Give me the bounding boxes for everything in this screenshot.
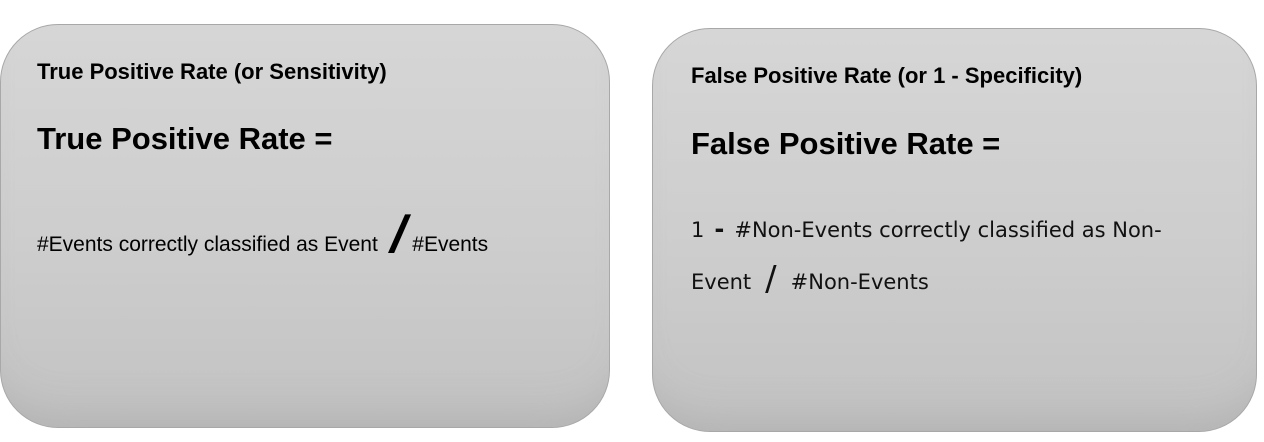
fpr-formula-line-2: Event / #Non-Events: [691, 259, 929, 299]
tpr-formula: #Events correctly classified as Event / …: [37, 206, 489, 264]
fpr-prefix: 1: [691, 218, 705, 242]
fpr-numerator-line-2: Event: [691, 270, 752, 294]
true-positive-rate-card: True Positive Rate (or Sensitivity) True…: [0, 24, 610, 428]
tpr-equation-label: True Positive Rate =: [37, 121, 333, 156]
tpr-numerator: #Events correctly classified as Event: [37, 233, 378, 256]
false-positive-rate-card: False Positive Rate (or 1 - Specificity)…: [652, 28, 1257, 432]
tpr-divider: /: [384, 206, 414, 264]
fpr-formula-line-1: 1- #Non-Events correctly classified as No…: [691, 215, 1162, 243]
fpr-divider: /: [765, 259, 777, 299]
fpr-equation-label: False Positive Rate =: [691, 126, 1001, 161]
tpr-denominator: #Events: [412, 233, 489, 256]
fpr-denominator: #Non-Events: [790, 270, 929, 294]
fpr-numerator-line-1: #Non-Events correctly classified as Non-: [734, 218, 1162, 242]
fpr-minus: -: [714, 215, 725, 243]
tpr-heading: True Positive Rate (or Sensitivity): [37, 59, 387, 84]
fpr-heading: False Positive Rate (or 1 - Specificity): [691, 63, 1083, 88]
